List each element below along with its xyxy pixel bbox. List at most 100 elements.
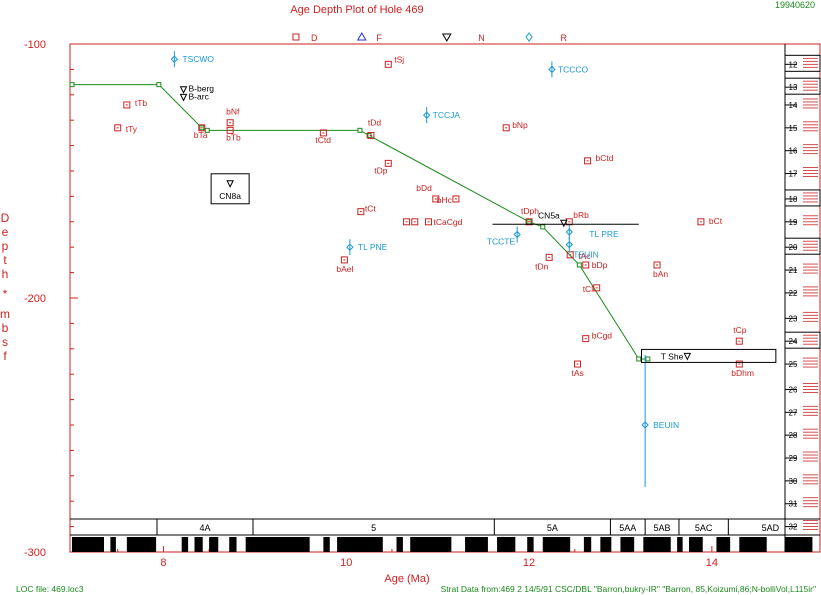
core-number: 20 [789, 243, 798, 252]
nanno-event-label: tDd [368, 117, 382, 127]
nanno-event-label: bRb [573, 210, 589, 220]
nanno-event-marker [452, 195, 460, 203]
core-number: 27 [789, 408, 798, 417]
nanno-event-marker [411, 218, 419, 226]
normal-polarity-block [620, 537, 635, 552]
nanno-event-marker [384, 60, 392, 68]
core-number: 31 [789, 500, 798, 509]
nanno-event-marker [545, 253, 553, 261]
core-number: 19 [789, 218, 798, 227]
triangle-down-icon [683, 352, 692, 361]
loc-point [576, 262, 582, 268]
nanno-event-marker [735, 337, 743, 345]
core-number: 14 [789, 101, 798, 110]
nanno-event-marker [114, 124, 122, 132]
nanno-event-label: bNp [512, 120, 528, 130]
nanno-event-marker [319, 129, 327, 137]
y-label-char: f [3, 349, 7, 363]
y-label-char: e [2, 225, 9, 239]
top-marker-label: F [376, 33, 382, 43]
core-number: 23 [789, 314, 798, 323]
nanno-event-label: tSj [394, 54, 404, 64]
nanno-event-label: bAel [336, 264, 353, 274]
triangle-up-marker-icon [356, 31, 367, 41]
diatom-event-label: TSCWO [182, 54, 214, 64]
chart-title: Age Depth Plot of Hole 469 [290, 4, 423, 16]
nanno-event-label: tCtd [315, 135, 331, 145]
x-tick-label: 12 [523, 557, 535, 569]
nanno-event-label: tDn [535, 261, 549, 271]
nanno-event-marker [226, 126, 234, 134]
nanno-event-marker [582, 261, 590, 269]
y-label-char: * [3, 287, 8, 301]
core-number: 13 [789, 83, 798, 92]
strat-source-label: Strat Data from:469 2 14/5/91 CSC/DBL "B… [441, 584, 816, 594]
date-code: 19940620 [775, 0, 815, 10]
nanno-event-marker [582, 335, 590, 343]
normal-polarity-block [785, 537, 813, 552]
diatom-event-label: TCCCO [558, 64, 589, 74]
core-box [784, 54, 821, 72]
core-number: 30 [789, 477, 798, 486]
core-number: 18 [789, 195, 798, 204]
nanno-event-label: bAn [653, 269, 668, 279]
nanno-event-marker [425, 218, 432, 226]
nanno-event-label: bTb [226, 132, 241, 142]
zone-label: 5AB [654, 523, 671, 533]
normal-polarity-block [181, 537, 189, 552]
normal-polarity-block [245, 537, 310, 552]
nanno-event-label: bDd [416, 183, 432, 193]
y-tick-label: -200 [24, 293, 46, 305]
nanno-event-label: bDp [592, 260, 608, 270]
y-label-char: s [2, 335, 8, 349]
diatom-event-label: TCCTE [487, 237, 516, 247]
normal-polarity-block [72, 537, 104, 552]
y-label-char: b [2, 321, 9, 335]
nanno-event-marker [403, 218, 411, 226]
y-label-char: D [1, 211, 10, 225]
plot-frame [69, 43, 821, 553]
normal-polarity-block [323, 537, 330, 552]
nanno-event-marker [340, 256, 348, 264]
nanno-event-marker [432, 195, 440, 203]
nanno-event-marker [357, 208, 365, 216]
loc-point [357, 127, 363, 133]
nanno-event-marker [123, 101, 131, 109]
loc-point [540, 224, 546, 230]
diatom-event-label: TL PNE [358, 242, 388, 252]
zone-label: 5 [371, 523, 376, 533]
core-number: 21 [789, 266, 798, 275]
x-tick-label: 14 [706, 557, 718, 569]
nanno-event-marker [226, 119, 234, 127]
black-event-label: B-arc [189, 91, 210, 101]
top-marker-label: N [478, 33, 485, 43]
y-axis: -100 -200 -300 [24, 39, 78, 559]
diatom-event-label: BEUIN [653, 420, 679, 430]
y-label-char: p [2, 239, 9, 253]
nanno-event-label: bCt [709, 216, 723, 226]
normal-polarity-block [465, 537, 488, 552]
normal-polarity-block [583, 537, 592, 552]
nanno-event-marker [584, 157, 592, 165]
magnetic-chron-band [72, 537, 813, 552]
normal-polarity-block [337, 537, 383, 552]
triangle-down-icon [226, 180, 234, 188]
nanno-event-label: bNf [226, 107, 240, 117]
nanno-event-label: tAs [571, 368, 583, 378]
y-label-char: h [2, 267, 9, 281]
core-number: 25 [789, 360, 798, 369]
normal-polarity-block [689, 537, 703, 552]
core-number: 24 [789, 337, 798, 346]
core-number: 28 [789, 431, 798, 440]
core-number: 22 [789, 289, 798, 298]
nanno-event-label: tAc [578, 251, 591, 261]
core-box [784, 189, 821, 207]
nanno-event-label: tDph [521, 206, 539, 216]
zone-label: 5AD [762, 523, 780, 533]
core-box [784, 77, 821, 95]
nanno-event-label: tTb [135, 98, 148, 108]
loc-point [636, 356, 642, 362]
